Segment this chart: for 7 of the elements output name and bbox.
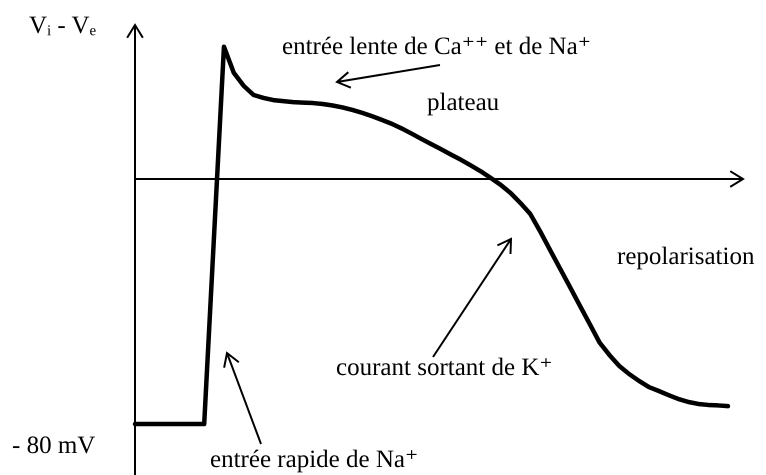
text: - 80 mV	[12, 432, 96, 459]
annotation: repolarisation	[617, 243, 754, 270]
annotation: plateau	[427, 89, 500, 116]
annotation: entrée lente de Ca⁺⁺ et de Na⁺	[282, 33, 591, 60]
text: entrée rapide de Na⁺	[210, 446, 418, 473]
y-axis-title: Vᵢ - Vₑ	[29, 12, 96, 39]
annotation: courant sortant de K⁺	[336, 354, 553, 381]
